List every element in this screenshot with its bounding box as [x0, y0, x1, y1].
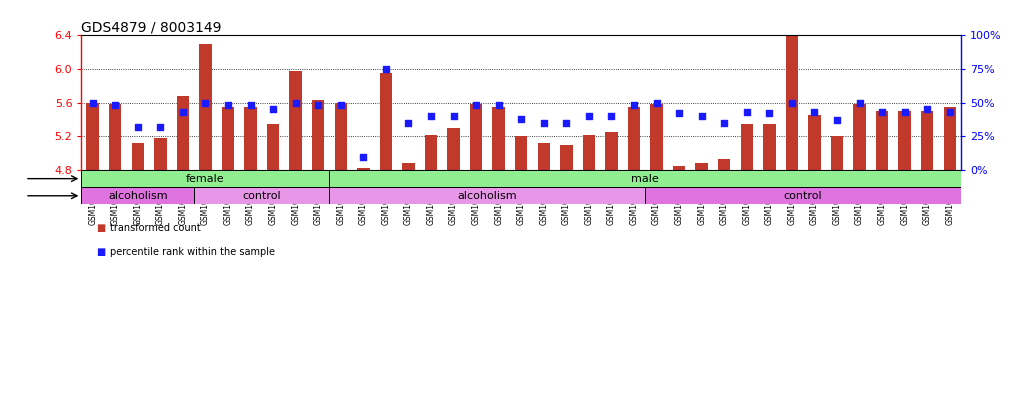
Bar	[673, 166, 685, 170]
Point	[153, 124, 169, 130]
Bar	[330, 187, 645, 204]
Text: ■: ■	[97, 246, 106, 257]
Point	[355, 153, 371, 160]
Bar	[81, 170, 330, 187]
Bar	[403, 163, 415, 170]
Point	[784, 99, 800, 106]
Point	[942, 109, 958, 115]
Bar	[898, 111, 911, 170]
Point	[288, 99, 304, 106]
Bar	[266, 124, 280, 170]
Bar	[290, 71, 302, 170]
Point	[919, 107, 936, 113]
Point	[806, 109, 823, 115]
Bar	[447, 128, 460, 170]
Bar	[809, 116, 821, 170]
Bar	[786, 16, 798, 170]
Point	[84, 99, 101, 106]
Point	[513, 116, 529, 122]
Bar	[492, 107, 504, 170]
Bar	[627, 107, 640, 170]
Point	[377, 66, 394, 72]
Point	[333, 102, 349, 108]
Bar	[109, 105, 121, 170]
Bar	[155, 138, 167, 170]
Point	[761, 110, 777, 117]
Bar	[335, 103, 347, 170]
Point	[310, 102, 326, 108]
Point	[694, 113, 710, 119]
Point	[175, 109, 191, 115]
Point	[649, 99, 665, 106]
Text: control: control	[784, 191, 823, 201]
Text: alcoholism: alcoholism	[458, 191, 518, 201]
Point	[445, 113, 462, 119]
Bar	[645, 187, 961, 204]
Bar	[81, 187, 194, 204]
Bar	[583, 135, 595, 170]
Point	[401, 120, 417, 126]
Bar	[876, 111, 888, 170]
Bar	[425, 135, 437, 170]
Bar	[357, 167, 369, 170]
Text: alcoholism: alcoholism	[108, 191, 168, 201]
Bar	[605, 132, 617, 170]
Text: male: male	[632, 174, 659, 184]
Point	[242, 102, 258, 108]
Point	[536, 120, 552, 126]
Point	[851, 99, 868, 106]
Bar	[312, 100, 324, 170]
Bar	[244, 107, 256, 170]
Bar	[194, 187, 330, 204]
Bar	[330, 170, 961, 187]
Point	[423, 113, 439, 119]
Text: control: control	[242, 191, 281, 201]
Point	[490, 102, 506, 108]
Bar	[696, 163, 708, 170]
Bar	[515, 136, 528, 170]
Point	[716, 120, 732, 126]
Point	[897, 109, 913, 115]
Text: ■: ■	[97, 223, 106, 233]
Bar	[650, 105, 663, 170]
Point	[829, 117, 845, 123]
Bar	[560, 145, 573, 170]
Point	[603, 113, 619, 119]
Bar	[177, 96, 189, 170]
Point	[738, 109, 755, 115]
Point	[265, 107, 282, 113]
Bar	[199, 44, 212, 170]
Text: GDS4879 / 8003149: GDS4879 / 8003149	[81, 20, 222, 34]
Bar	[538, 143, 550, 170]
Point	[220, 102, 236, 108]
Point	[468, 102, 484, 108]
Bar	[718, 159, 730, 170]
Bar	[740, 124, 753, 170]
Point	[874, 109, 890, 115]
Point	[625, 102, 642, 108]
Text: percentile rank within the sample: percentile rank within the sample	[110, 246, 275, 257]
Point	[107, 102, 123, 108]
Point	[558, 120, 575, 126]
Bar	[131, 143, 144, 170]
Bar	[921, 111, 934, 170]
Point	[671, 110, 687, 117]
Bar	[222, 107, 234, 170]
Bar	[944, 107, 956, 170]
Point	[581, 113, 597, 119]
Bar	[470, 105, 482, 170]
Bar	[379, 73, 393, 170]
Text: female: female	[186, 174, 225, 184]
Point	[197, 99, 214, 106]
Bar	[763, 124, 776, 170]
Bar	[831, 136, 843, 170]
Text: transformed count: transformed count	[110, 223, 200, 233]
Bar	[86, 103, 99, 170]
Point	[129, 124, 145, 130]
Bar	[853, 105, 865, 170]
